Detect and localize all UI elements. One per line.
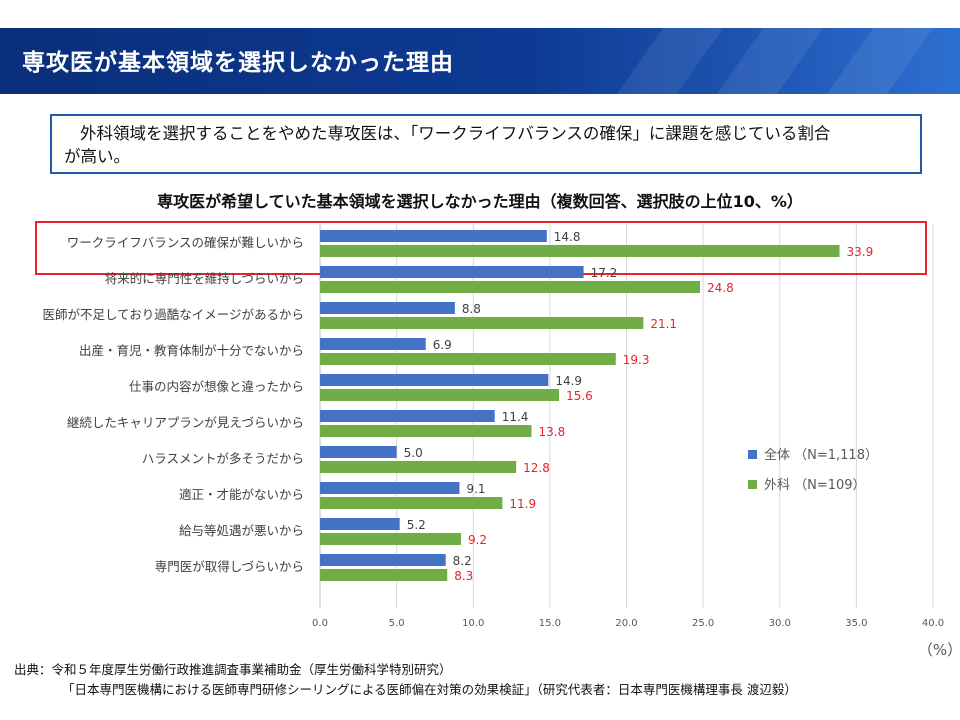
bar-surgery xyxy=(320,317,644,329)
callout-line-1: 外科領域を選択することをやめた専攻医は、「ワークライフバランスの確保」に課題を感… xyxy=(80,124,831,143)
source-note: 出典：令和５年度厚生労働行政推進調査事業補助金（厚生労働科学特別研究） 「日本専… xyxy=(14,660,797,700)
category-label: 専門医が取得しづらいから xyxy=(155,559,304,574)
category-label: 仕事の内容が想像と違ったから xyxy=(129,379,304,394)
bar-surgery xyxy=(320,353,616,365)
x-tick-label: 0.0 xyxy=(312,618,328,629)
data-label-surgery: 12.8 xyxy=(523,461,550,475)
bar-surgery xyxy=(320,245,840,257)
data-label-overall: 14.9 xyxy=(555,374,582,388)
data-label-overall: 5.2 xyxy=(407,518,426,532)
header-decoration xyxy=(616,28,724,94)
bar-overall xyxy=(320,230,547,242)
data-label-overall: 9.1 xyxy=(466,482,485,496)
data-label-surgery: 33.9 xyxy=(847,245,874,259)
callout-line-2: が高い。 xyxy=(64,147,130,166)
category-label: ワークライフバランスの確保が難しいから xyxy=(67,235,304,250)
header-decoration xyxy=(716,28,824,94)
data-label-surgery: 21.1 xyxy=(650,317,677,331)
page-title: 専攻医が基本領域を選択しなかった理由 xyxy=(22,50,454,76)
bar-surgery xyxy=(320,497,503,509)
x-tick-label: 35.0 xyxy=(845,618,867,629)
x-unit-label: （%） xyxy=(918,641,960,659)
category-label: 将来的に専門性を維持しづらいから xyxy=(105,271,304,286)
data-label-overall: 11.4 xyxy=(502,410,529,424)
bar-surgery xyxy=(320,533,461,545)
x-tick-label: 5.0 xyxy=(389,618,405,629)
bar-overall xyxy=(320,482,460,494)
chart-title: 専攻医が希望していた基本領域を選択しなかった理由（複数回答、選択肢の上位10、%… xyxy=(157,192,803,211)
bar-surgery xyxy=(320,461,517,473)
header-decoration xyxy=(826,28,934,94)
bar-chart: 0.0 5.0 10.0 15.0 20.0 25.0 30.0 35.0 40.0 （%） ワーク… xyxy=(35,221,960,659)
bar-overall xyxy=(320,554,446,566)
category-label: ハラスメントが多そうだから xyxy=(142,451,304,466)
data-label-surgery: 15.6 xyxy=(566,389,593,403)
bar-overall xyxy=(320,518,400,530)
category-label: 継続したキャリアプランが見えづらいから xyxy=(67,415,304,430)
bar-overall xyxy=(320,266,584,278)
bar-overall xyxy=(320,374,549,386)
data-label-overall: 8.8 xyxy=(462,302,481,316)
bar-surgery xyxy=(320,281,701,293)
source-line-1: 出典：令和５年度厚生労働行政推進調査事業補助金（厚生労働科学特別研究） xyxy=(14,662,452,677)
bar-overall xyxy=(320,446,397,458)
summary-callout: 外科領域を選択することをやめた専攻医は、「ワークライフバランスの確保」に課題を感… xyxy=(50,114,922,174)
data-label-overall: 5.0 xyxy=(404,446,423,460)
legend-label: 全体 （N=1,118） xyxy=(764,447,878,463)
legend-swatch xyxy=(748,450,757,459)
bar-overall xyxy=(320,302,455,314)
source-line-2: 「日本専門医機構における医師専門研修シーリングによる医師偏在対策の効果検証」（研… xyxy=(62,682,797,697)
data-label-surgery: 24.8 xyxy=(707,281,734,295)
x-tick-label: 30.0 xyxy=(769,618,791,629)
bar-overall xyxy=(320,410,495,422)
x-tick-label: 20.0 xyxy=(615,618,637,629)
data-label-surgery: 9.2 xyxy=(468,533,487,547)
data-label-overall: 14.8 xyxy=(554,230,581,244)
x-tick-label: 15.0 xyxy=(539,618,561,629)
data-label-surgery: 11.9 xyxy=(509,497,536,511)
bar-overall xyxy=(320,338,426,350)
data-label-overall: 8.2 xyxy=(453,554,472,568)
x-tick-label: 40.0 xyxy=(922,618,944,629)
data-label-overall: 17.2 xyxy=(591,266,618,280)
category-label: 医師が不足しており過酷なイメージがあるから xyxy=(42,307,304,322)
bar-surgery xyxy=(320,425,532,437)
header-banner: 専攻医が基本領域を選択しなかった理由 xyxy=(0,28,960,94)
category-label: 出産・育児・教育体制が十分でないから xyxy=(79,343,304,358)
legend-swatch xyxy=(748,480,757,489)
legend-label: 外科 （N=109） xyxy=(764,478,866,493)
data-label-overall: 6.9 xyxy=(433,338,452,352)
bar-surgery xyxy=(320,389,560,401)
x-tick-label: 10.0 xyxy=(462,618,484,629)
data-label-surgery: 13.8 xyxy=(538,425,565,439)
x-tick-label: 25.0 xyxy=(692,618,714,629)
category-label: 適正・才能がないから xyxy=(179,487,304,502)
data-label-surgery: 19.3 xyxy=(623,353,650,367)
category-label: 給与等処遇が悪いから xyxy=(179,523,304,538)
bar-surgery xyxy=(320,569,448,581)
data-label-surgery: 8.3 xyxy=(454,569,473,583)
